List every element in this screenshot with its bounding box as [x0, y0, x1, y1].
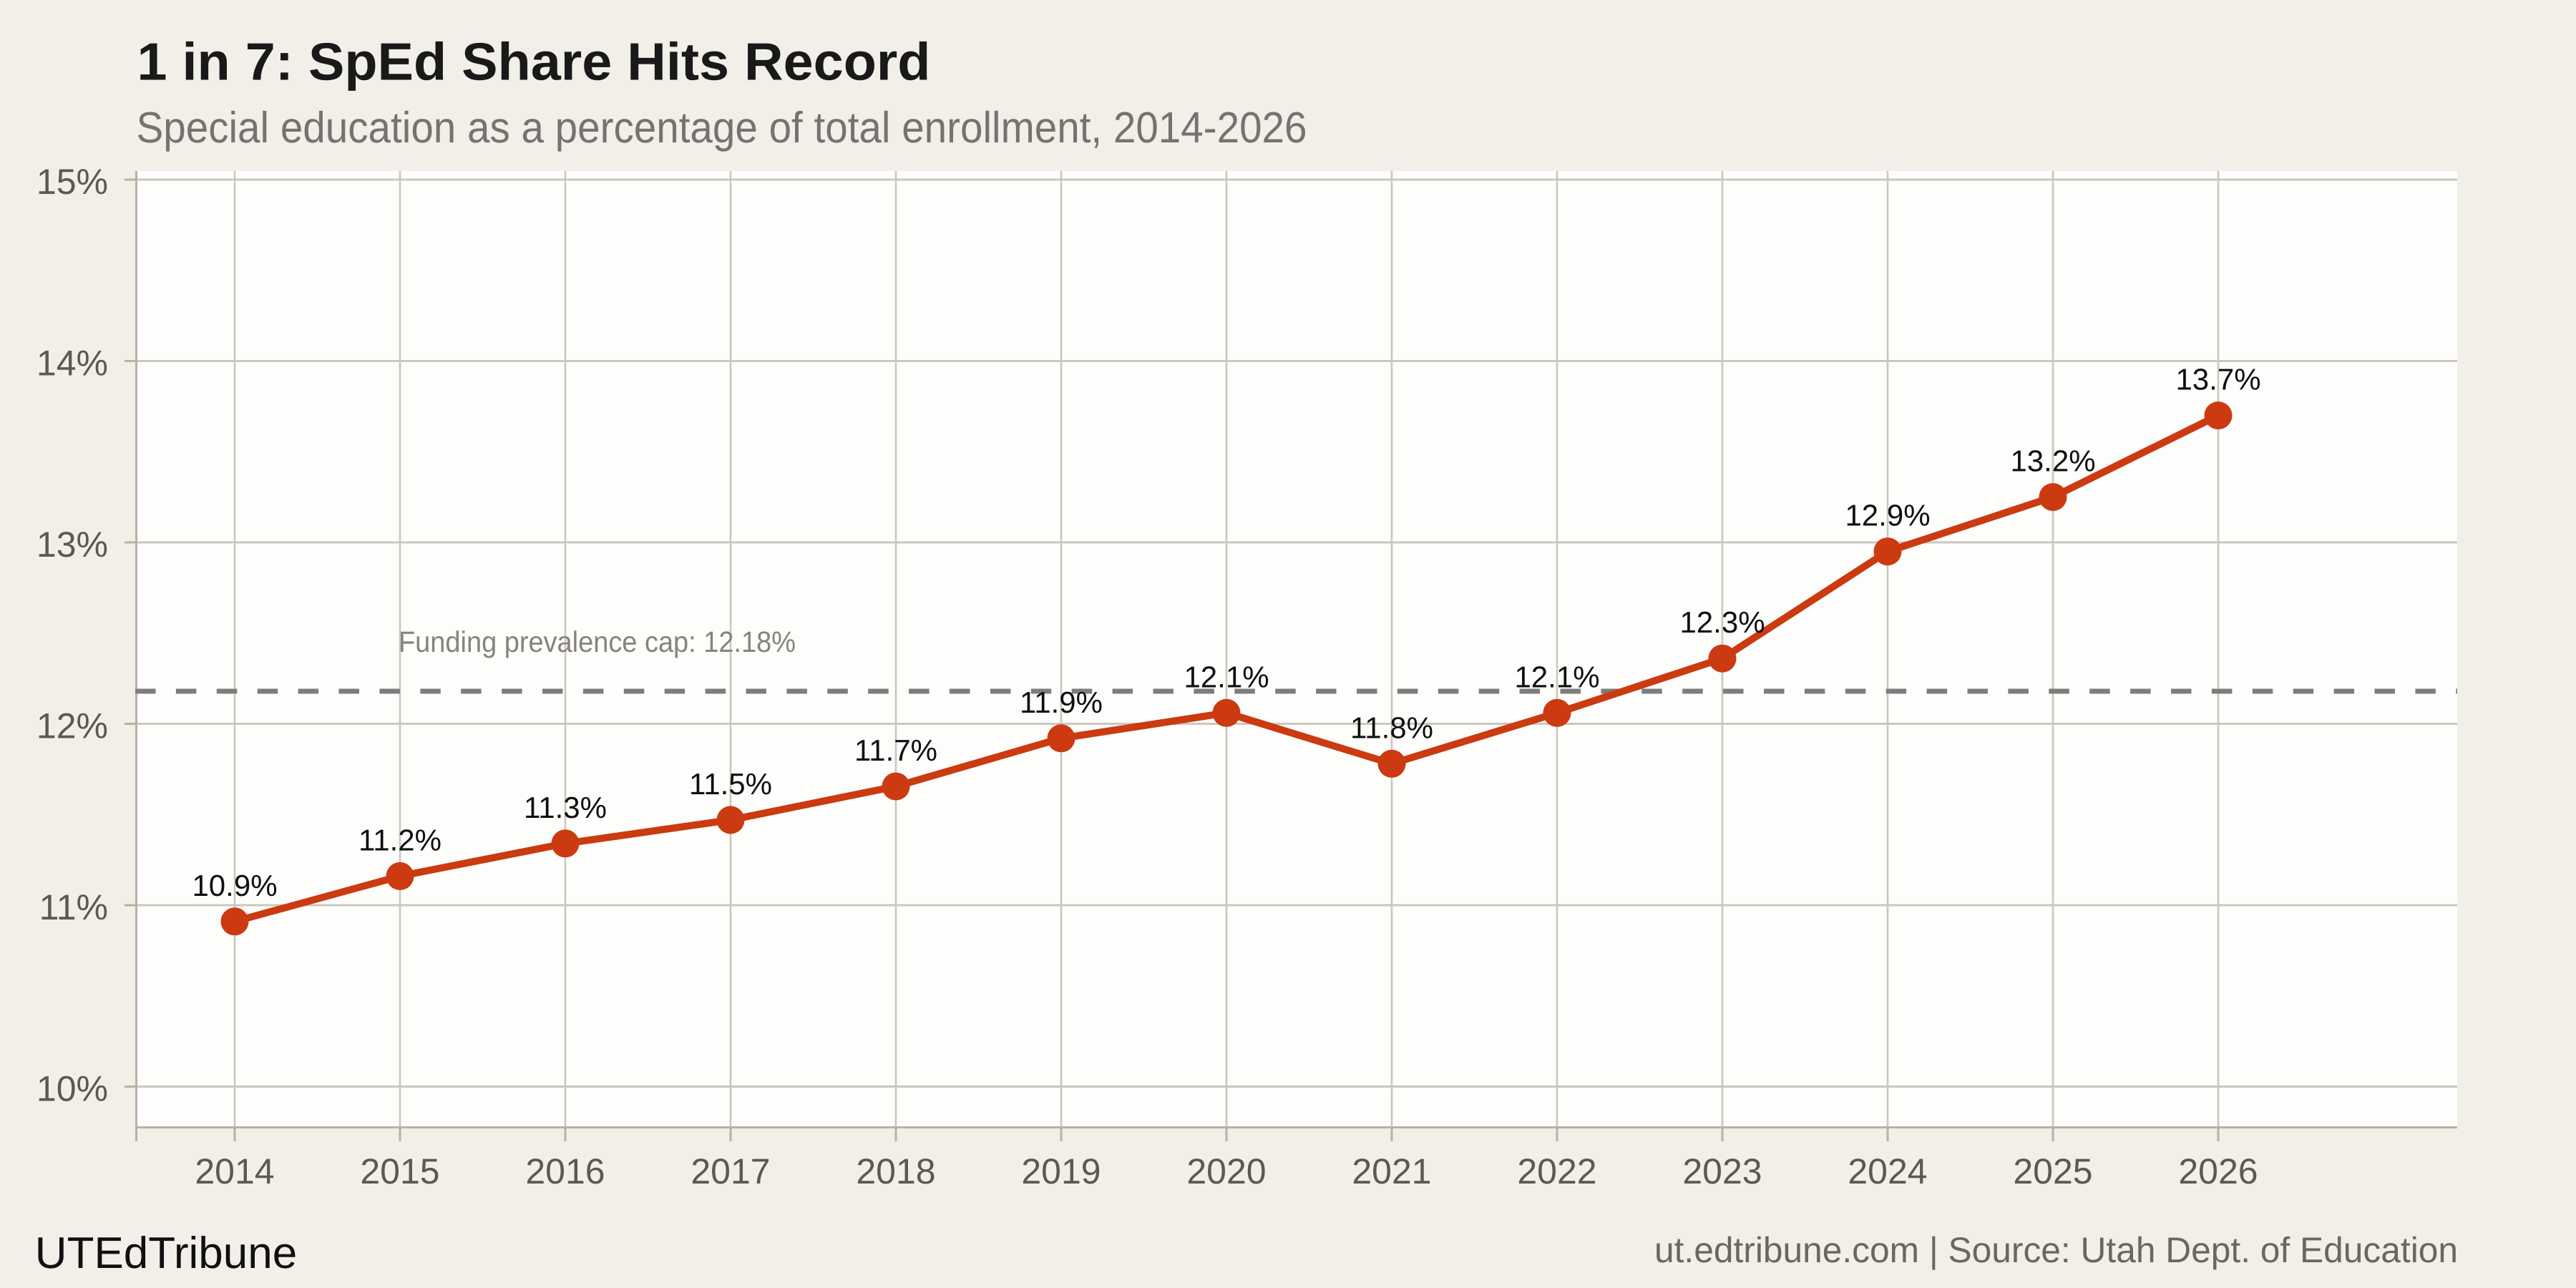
svg-text:11%: 11%	[39, 887, 108, 927]
svg-text:Special education as a percent: Special education as a percentage of tot…	[137, 103, 1307, 152]
svg-text:11.5%: 11.5%	[689, 767, 772, 801]
svg-text:11.3%: 11.3%	[524, 791, 607, 824]
svg-text:2026: 2026	[2178, 1151, 2258, 1191]
svg-text:14%: 14%	[36, 343, 108, 384]
svg-text:2022: 2022	[1517, 1151, 1596, 1191]
svg-text:2020: 2020	[1186, 1151, 1266, 1191]
svg-text:2016: 2016	[525, 1151, 605, 1191]
svg-text:12%: 12%	[36, 706, 108, 746]
svg-text:2025: 2025	[2013, 1151, 2092, 1191]
svg-text:15%: 15%	[36, 162, 108, 202]
svg-text:13%: 13%	[36, 525, 108, 565]
svg-text:2021: 2021	[1352, 1151, 1431, 1191]
svg-text:12.3%: 12.3%	[1679, 605, 1765, 639]
svg-text:2023: 2023	[1682, 1151, 1762, 1191]
svg-text:13.7%: 13.7%	[2175, 363, 2260, 396]
svg-text:12.1%: 12.1%	[1184, 660, 1269, 693]
svg-text:2019: 2019	[1021, 1151, 1101, 1191]
svg-text:10.9%: 10.9%	[192, 869, 277, 902]
svg-text:2015: 2015	[360, 1151, 439, 1191]
svg-text:12.1%: 12.1%	[1514, 660, 1599, 693]
svg-text:1 in 7: SpEd Share Hits Record: 1 in 7: SpEd Share Hits Record	[137, 32, 931, 92]
svg-text:11.2%: 11.2%	[358, 823, 441, 857]
svg-text:11.7%: 11.7%	[854, 733, 937, 767]
svg-text:11.8%: 11.8%	[1350, 711, 1433, 744]
svg-text:ut.edtribune.com | Source: Uta: ut.edtribune.com | Source: Utah Dept. of…	[1654, 1230, 2458, 1270]
svg-text:Funding prevalence cap: 12.18%: Funding prevalence cap: 12.18%	[399, 625, 796, 658]
svg-text:12.9%: 12.9%	[1845, 499, 1930, 532]
svg-text:2018: 2018	[856, 1151, 935, 1191]
svg-text:2024: 2024	[1848, 1151, 1927, 1191]
svg-text:2017: 2017	[691, 1151, 770, 1191]
svg-text:13.2%: 13.2%	[2010, 444, 2095, 478]
svg-text:2014: 2014	[195, 1151, 274, 1191]
svg-text:10%: 10%	[36, 1069, 108, 1109]
svg-text:11.9%: 11.9%	[1020, 686, 1103, 719]
svg-text:UTEdTribune: UTEdTribune	[35, 1229, 297, 1278]
